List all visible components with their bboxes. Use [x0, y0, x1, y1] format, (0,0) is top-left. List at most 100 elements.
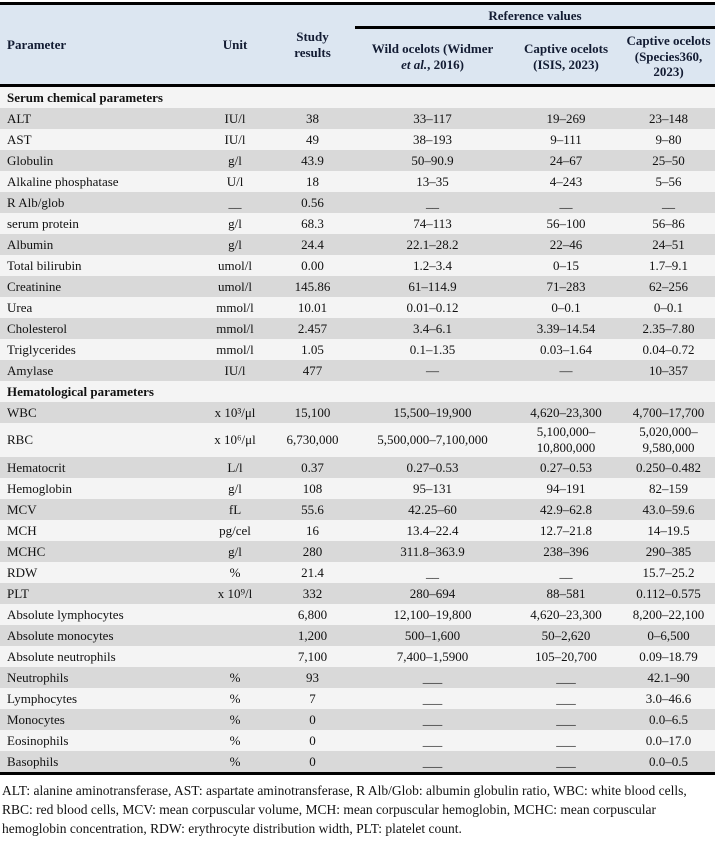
col-header-captive-species360: Captive ocelots (Species360, 2023) [622, 27, 715, 87]
value-cell: 0.37 [301, 459, 324, 475]
value-cell: mmol/l [216, 320, 254, 336]
value-cell: — [559, 362, 573, 378]
value-cell: ___ [556, 669, 576, 685]
value-cell: 0.03–1.64 [540, 341, 592, 357]
table-row: Creatinine umol/l 145.86 61–114.9 71–283 62–2… [0, 276, 715, 297]
parameter-name: PLT [7, 585, 29, 601]
parameter-name: Creatinine [7, 278, 62, 294]
value-cell: g/l [228, 236, 242, 252]
abbreviations-footnote: ALT: alanine aminotransferase, AST: aspa… [2, 783, 687, 836]
value-cell: 2.457 [297, 320, 328, 336]
parameter-name: Urea [7, 299, 33, 315]
value-cell: 33–117 [413, 110, 452, 126]
value-cell: umol/l [218, 278, 252, 294]
value-cell: 56–100 [546, 215, 586, 231]
table-body: Serum chemical parameters ALT IU/l 38 33–117… [0, 85, 715, 774]
value-cell: IU/l [224, 110, 246, 126]
value-cell: ___ [422, 753, 443, 769]
table-row: Triglycerides mmol/l 1.05 0.1–1.35 0.03–1.64… [0, 339, 715, 360]
table-row: MCH pg/cel 16 13.4–22.4 12.7–21.8 14–19.5 [0, 520, 715, 541]
value-cell: 13.4–22.4 [406, 522, 459, 538]
value-cell: 10.01 [297, 299, 328, 315]
value-cell: 0.27–0.53 [540, 459, 592, 475]
header-columns-row: Wild ocelots (Widmer et al., 2016) Captiv… [0, 27, 715, 87]
value-cell: 12.7–21.8 [540, 522, 592, 538]
value-cell: pg/cel [219, 522, 251, 538]
value-cell: 2.35–7.80 [642, 320, 695, 336]
value-cell: 0–0.1 [551, 299, 581, 315]
table-row: Amylase IU/l 477 — — 10–357 [0, 360, 715, 381]
value-cell: 311.8–363.9 [400, 543, 465, 559]
value-cell: ___ [422, 669, 443, 685]
value-cell: ___ [422, 690, 443, 706]
value-cell: IU/l [224, 131, 246, 147]
value-cell: 0.1–1.35 [409, 341, 456, 357]
value-cell: 15,500–19,900 [393, 404, 472, 420]
value-cell: 13–35 [416, 173, 449, 189]
parameter-name: Absolute monocytes [7, 627, 114, 643]
table-header: Parameter Unit Study results Reference v… [0, 3, 715, 87]
value-cell: mmol/l [216, 341, 254, 357]
value-cell: 23–148 [649, 110, 688, 126]
value-cell: 7 [309, 690, 316, 706]
value-cell: 145.86 [294, 278, 331, 294]
table-row: Monocytes% 0 ___ ___ 0.0–6.5 [0, 709, 715, 730]
parameter-name: MCH [7, 522, 37, 538]
parameter-name: Absolute neutrophils [7, 648, 116, 664]
parameter-name: R Alb/glob [7, 194, 65, 210]
value-cell: 1.7–9.1 [649, 257, 688, 273]
value-cell: 0 [309, 753, 316, 769]
value-cell: 6,730,000 [286, 432, 339, 447]
table-row: Total bilirubin umol/l 0.00 1.2–3.4 0–15 1.7–… [0, 255, 715, 276]
section-label: Serum chemical parameters [7, 89, 163, 105]
value-cell: g/l [228, 480, 242, 496]
value-cell: 5,500,000–7,100,000 [377, 432, 488, 447]
value-cell: 5–56 [655, 173, 682, 189]
section-row: Hematological parameters [0, 381, 715, 402]
parameter-name: Hematocrit [7, 459, 66, 475]
value-cell: U/l [226, 173, 244, 189]
parameter-name: Monocytes [7, 711, 65, 727]
value-cell: 3.0–46.6 [645, 690, 692, 706]
value-cell: 19–269 [546, 110, 586, 126]
value-cell [200, 625, 270, 646]
value-cell: 105–20,700 [535, 648, 597, 664]
table-row: Globulin g/l 43.9 50–90.9 24–67 25–50 [0, 150, 715, 171]
parameter-name: Hemoglobin [7, 480, 72, 496]
table-row: PLT x 10⁹/l 332 280–694 88–581 0.112–0.575 [0, 583, 715, 604]
parameter-name: Basophils [7, 753, 59, 769]
table-row: Lymphocytes% 7 ___ ___ 3.0–46.6 [0, 688, 715, 709]
value-cell: 0.0–6.5 [649, 711, 688, 727]
value-cell: 0.250–0.482 [636, 459, 701, 475]
value-cell: fL [228, 501, 242, 517]
parameter-name: WBC [7, 404, 37, 420]
value-cell: 0.0–0.5 [649, 753, 688, 769]
table-row: Urea mmol/l 10.01 0.01–0.12 0–0.1 0–0.1 [0, 297, 715, 318]
parameter-name: Amylase [7, 362, 54, 378]
value-cell: 9–111 [550, 131, 582, 147]
value-cell: 12,100–19,800 [393, 606, 472, 622]
parameter-name: Total bilirubin [7, 257, 82, 273]
value-cell: 6,800 [297, 606, 328, 622]
value-cell: 42.9–62.8 [540, 501, 592, 517]
value-cell: 71–283 [546, 278, 586, 294]
value-cell: __ [559, 194, 573, 210]
parameter-name: RDW [7, 564, 38, 580]
table-row: Albumin g/l 24.4 22.1–28.2 22–46 24–51 [0, 234, 715, 255]
value-cell: L/l [227, 459, 243, 475]
value-cell: 22–46 [549, 236, 583, 252]
value-cell: 8,200–22,100 [632, 606, 705, 622]
col-header-unit: Unit [200, 3, 270, 87]
value-cell: 22.1–28.2 [406, 236, 459, 252]
value-cell: 3.4–6.1 [413, 320, 452, 336]
value-cell: % [229, 732, 241, 748]
value-cell: 94–191 [546, 480, 586, 496]
value-cell: 4,620–23,300 [530, 404, 602, 420]
parameter-name: RBC [7, 432, 34, 447]
header-group-row: Parameter Unit Study results Reference v… [0, 3, 715, 87]
value-cell: x 10³/μl [214, 404, 256, 420]
value-cell: 0.09–18.79 [639, 648, 698, 664]
table-row: Eosinophils% 0 ___ ___ 0.0–17.0 [0, 730, 715, 751]
value-cell: 49 [306, 131, 319, 147]
value-cell: 24–67 [549, 152, 583, 168]
